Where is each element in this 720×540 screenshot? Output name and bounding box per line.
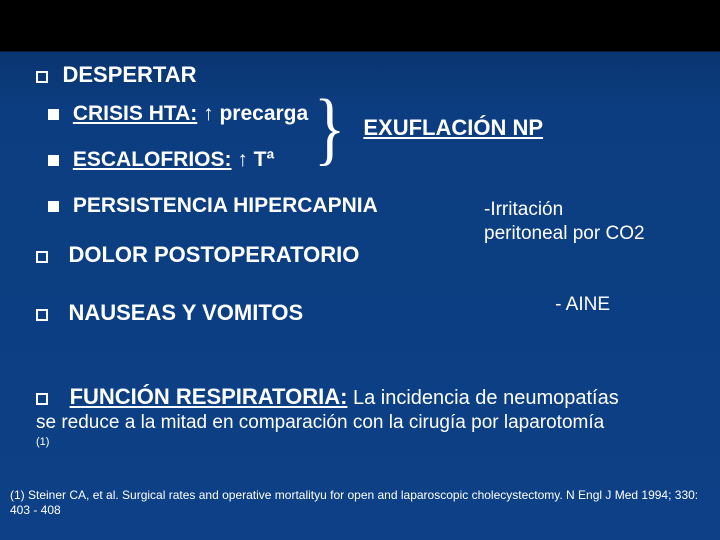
text-funcion-a: La incidencia de neumopatías [347, 387, 618, 409]
slide-title: PERIODO POSTOPERATORIO [220, 12, 601, 42]
heading-nauseas: NAUSEAS Y VOMITOS [68, 300, 303, 325]
label-crisis-hta: CRISIS HTA: [73, 102, 197, 125]
bullet-persistencia [48, 201, 59, 212]
bullet-despertar [36, 71, 48, 83]
side-note-line2: peritoneal por CO2 [484, 223, 645, 244]
bullet-nauseas [36, 309, 48, 321]
ref-marker: (1) [36, 436, 700, 448]
side-note-aine: - AINE [555, 294, 610, 315]
reference-citation: (1) Steiner CA, et al. Surgical rates an… [10, 488, 706, 518]
bullet-escalofrios [48, 155, 59, 166]
bullet-crisis [48, 109, 59, 120]
bullet-dolor [36, 251, 48, 263]
brace-icon: } [314, 98, 345, 158]
text-crisis-hta: ↑ precarga [197, 102, 308, 125]
heading-despertar: DESPERTAR [62, 62, 196, 87]
text-funcion-b: se reduce a la mitad en comparación con … [36, 412, 700, 434]
title-underline [34, 46, 696, 48]
text-persistencia: PERSISTENCIA HIPERCAPNIA [73, 194, 378, 217]
text-escalofrios: ↑ Tª [232, 148, 275, 171]
label-funcion: FUNCIÓN RESPIRATORIA: [70, 384, 348, 409]
label-escalofrios: ESCALOFRIOS: [73, 148, 232, 171]
heading-dolor: DOLOR POSTOPERATORIO [68, 242, 359, 267]
bullet-funcion [36, 393, 48, 405]
side-note-line1: -Irritación [484, 199, 563, 220]
text-exuflacion: EXUFLACIÓN NP [363, 115, 543, 141]
